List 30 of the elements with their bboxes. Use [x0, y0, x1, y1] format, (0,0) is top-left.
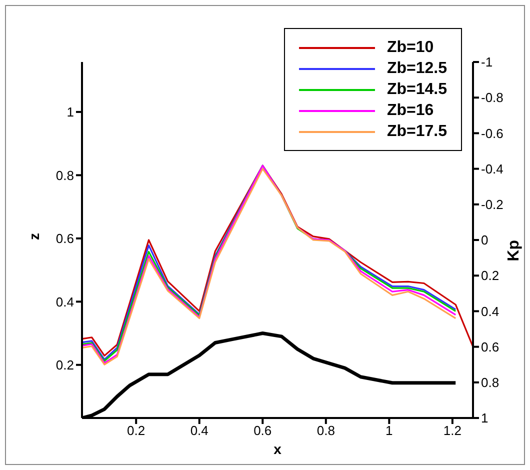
- y2-tick-label: -0.8: [481, 90, 504, 106]
- y2-tick-label: -0.4: [481, 161, 504, 176]
- legend-label: Zb=12.5: [386, 60, 447, 78]
- legend-label: Zb=16: [386, 102, 434, 120]
- y2-axis-title: Kp: [506, 240, 523, 262]
- y2-tick-label: 0.8: [481, 375, 500, 390]
- y2-tick-label: 0.6: [481, 339, 500, 354]
- x-tick-label: 0.4: [190, 423, 208, 438]
- y-tick-label: 0.8: [56, 168, 74, 183]
- y2-tick-label: -1: [481, 54, 493, 70]
- y2-tick-label: -0.2: [481, 197, 504, 212]
- legend-label: Zb=10: [386, 38, 434, 56]
- y-tick-label: 0.6: [56, 231, 74, 246]
- y2-tick-label: 0: [481, 232, 488, 248]
- y2-tick-label: 1: [481, 410, 488, 426]
- y-axis-title: z: [26, 233, 42, 240]
- legend-label: Zb=17.5: [386, 122, 447, 140]
- y-tick-label: 0.2: [56, 358, 74, 372]
- x-tick-label: 0.2: [127, 423, 146, 438]
- x-axis-title: x: [274, 441, 282, 457]
- x-tick-label: 0.6: [254, 423, 272, 438]
- y-tick-label: 0.4: [56, 294, 74, 310]
- y2-tick-label: 0.2: [481, 268, 500, 284]
- x-tick-label: 1: [386, 423, 393, 438]
- y-tick-label: 1: [66, 104, 74, 120]
- x-tick-label: 0.8: [316, 423, 335, 438]
- legend-label: Zb=14.5: [386, 80, 447, 98]
- x-tick-label: 1.2: [443, 423, 462, 438]
- y2-tick-label: 0.4: [481, 304, 500, 319]
- y2-tick-label: -0.6: [481, 126, 504, 141]
